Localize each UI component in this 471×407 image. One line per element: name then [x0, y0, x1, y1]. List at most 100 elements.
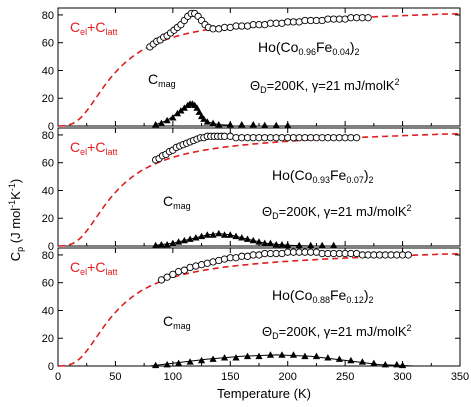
y-tick-label: 20: [42, 333, 54, 345]
c-mag-data-point: [209, 355, 217, 362]
c-mag-data-point: [335, 355, 343, 362]
c-mag-data-point: [278, 241, 286, 248]
c-mag-data-point: [266, 351, 275, 358]
c-mag-fit-line: [149, 354, 415, 367]
c-mag-data-point: [163, 116, 171, 124]
c-mag-data-point: [180, 236, 188, 244]
panel-2: 0 20 40 60 80 Cel+Clatt Ho(Co0.93Fe0.07)2 ΘD=20…: [42, 127, 461, 253]
y-tick-label: 80: [42, 10, 54, 22]
y-tick-label: 60: [42, 38, 54, 50]
x-tick-label: 0: [55, 371, 61, 383]
c-mag-data-point: [358, 358, 366, 365]
y-tick-label: 40: [42, 65, 54, 77]
c-mag-data-point: [266, 239, 275, 247]
c-mag-data-point: [232, 232, 240, 240]
cp-data-point: [169, 270, 177, 279]
y-tick-label: 60: [42, 278, 54, 290]
c-mag-data-point: [307, 241, 315, 249]
c-mag-data-point: [163, 361, 171, 368]
x-tick-labels: 0 50 100 150 200 250 300 350: [55, 371, 469, 383]
c-mag-data-point: [301, 352, 309, 360]
c-mag-data-point: [220, 354, 229, 361]
c-mag-data-point: [312, 352, 321, 360]
c-mag-data-point: [255, 238, 263, 245]
x-axis-label: Temperature (K): [217, 386, 311, 401]
c-mag-data-point: [232, 354, 240, 361]
fit-parameters-label: ΘD=200K, γ=21 mJ/molK2: [262, 323, 412, 341]
c-mag-data-point: [169, 239, 177, 247]
x-tick-label: 300: [393, 371, 411, 383]
y-tick-label: 80: [42, 130, 54, 142]
c-mag-data-point: [330, 241, 338, 249]
c-mag-data-point: [177, 107, 185, 114]
c-mag-data-point: [398, 361, 407, 369]
c-mag-data-point: [238, 234, 246, 241]
panel-frame: [57, 127, 461, 247]
c-mag-data-point: [249, 121, 257, 128]
cp-data-point: [352, 134, 361, 142]
c-mag-data-point: [289, 351, 298, 358]
x-tick-label: 250: [336, 371, 354, 383]
panels-group: 0 20 40 60 80 Cel+Clatt Ho(Co0.96Fe0.04)2 ΘD=20…: [42, 7, 461, 373]
c-mag-data-point: [157, 119, 165, 127]
fit-curve-c-el-c-latt: [59, 252, 459, 367]
c-mag-data-point: [324, 354, 332, 361]
c-mag-data-point: [152, 241, 160, 249]
c-mag-data-point: [215, 229, 223, 237]
cp-data-point: [364, 14, 372, 22]
c-mag-data-point: [173, 109, 182, 117]
c-mag-data-point: [186, 235, 194, 242]
c-mag-data-point: [197, 356, 206, 364]
c-mag-data-point: [272, 241, 280, 248]
sample-composition-label: Ho(Co0.93Fe0.07)2: [272, 167, 374, 185]
c-mag-data-point: [261, 239, 269, 247]
c-mag-label: Cmag: [163, 313, 191, 331]
fit-curve-c-el-c-latt: [59, 12, 459, 127]
c-mag-data-point: [370, 359, 378, 367]
c-mag-data-point: [255, 352, 263, 360]
c-mag-data-point: [243, 352, 252, 360]
c-mag-data-point: [157, 241, 165, 248]
c-mag-data-point: [272, 121, 280, 129]
c-mag-data-point: [261, 121, 269, 129]
cp-data-point: [163, 273, 171, 281]
y-tick-label: 0: [48, 241, 54, 253]
fit-parameters-label: ΘD=200K, γ=21 mJ/molK2: [250, 77, 400, 95]
c-mag-data-point: [195, 108, 203, 115]
c-mag-data-point: [347, 356, 355, 364]
c-mag-data-point: [163, 241, 171, 248]
fit-curve-c-el-c-latt: [59, 132, 459, 247]
x-tick-label: 200: [279, 371, 297, 383]
c-mag-data-point: [197, 232, 206, 240]
panel-1: 0 20 40 60 80 Cel+Clatt Ho(Co0.96Fe0.04)2 ΘD=20…: [42, 7, 461, 133]
y-tick-label: 40: [42, 305, 54, 317]
panel-frame: [57, 247, 461, 367]
c-mag-data-point: [243, 235, 252, 242]
c-mag-data-point: [295, 241, 303, 249]
c-mag-data-point: [175, 359, 183, 367]
c-mag-label: Cmag: [148, 71, 176, 89]
c-mag-data-point: [186, 358, 194, 365]
c-mag-data-point: [215, 121, 223, 128]
legend-c-el-c-latt: Cel+Clatt: [70, 139, 118, 157]
c-mag-data-point: [226, 121, 234, 128]
c-mag-data-point: [152, 121, 160, 128]
c-mag-data-point: [209, 119, 217, 127]
y-tick-label: 40: [42, 185, 54, 197]
y-axis-label: Cp (J mol-1K-1): [7, 179, 25, 261]
y-tick-label: 80: [42, 250, 54, 262]
y-tick-label: 20: [42, 93, 54, 105]
y-tick-label: 0: [48, 361, 54, 373]
c-mag-data-point: [175, 238, 183, 245]
c-mag-data-point: [249, 236, 257, 244]
cp-data-point: [157, 276, 166, 284]
c-mag-data-point: [393, 361, 401, 368]
sample-composition-label: Ho(Co0.96Fe0.04)2: [258, 39, 360, 57]
c-mag-label: Cmag: [163, 193, 191, 211]
x-tick-label: 350: [451, 371, 469, 383]
c-mag-data-point: [169, 114, 177, 121]
x-tick-label: 150: [221, 371, 239, 383]
c-mag-data-point: [284, 121, 292, 129]
y-tick-label: 0: [48, 121, 54, 133]
